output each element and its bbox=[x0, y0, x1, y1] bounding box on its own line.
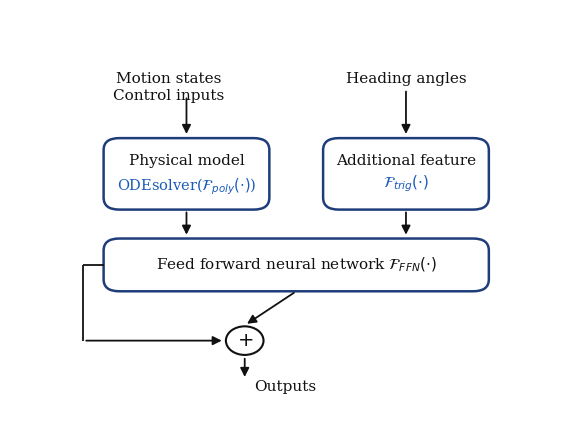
Circle shape bbox=[226, 326, 264, 355]
Text: Control inputs: Control inputs bbox=[113, 89, 224, 103]
Text: Additional feature: Additional feature bbox=[336, 154, 476, 168]
FancyBboxPatch shape bbox=[103, 138, 269, 210]
FancyBboxPatch shape bbox=[103, 239, 489, 291]
Text: Physical model: Physical model bbox=[128, 154, 244, 168]
Text: Feed forward neural network $\mathcal{F}_{\mathit{FFN}}(\cdot)$: Feed forward neural network $\mathcal{F}… bbox=[155, 256, 437, 274]
Text: ODEsolver($\mathcal{F}_{\mathit{poly}}(\cdot)$): ODEsolver($\mathcal{F}_{\mathit{poly}}(\… bbox=[117, 176, 256, 197]
Text: Motion states: Motion states bbox=[116, 72, 221, 86]
FancyBboxPatch shape bbox=[323, 138, 489, 210]
Text: Heading angles: Heading angles bbox=[346, 72, 466, 86]
Text: $\mathcal{F}_{\mathit{trig}}(\cdot)$: $\mathcal{F}_{\mathit{trig}}(\cdot)$ bbox=[383, 174, 429, 194]
Text: $+$: $+$ bbox=[236, 331, 253, 350]
Text: Outputs: Outputs bbox=[254, 381, 316, 394]
